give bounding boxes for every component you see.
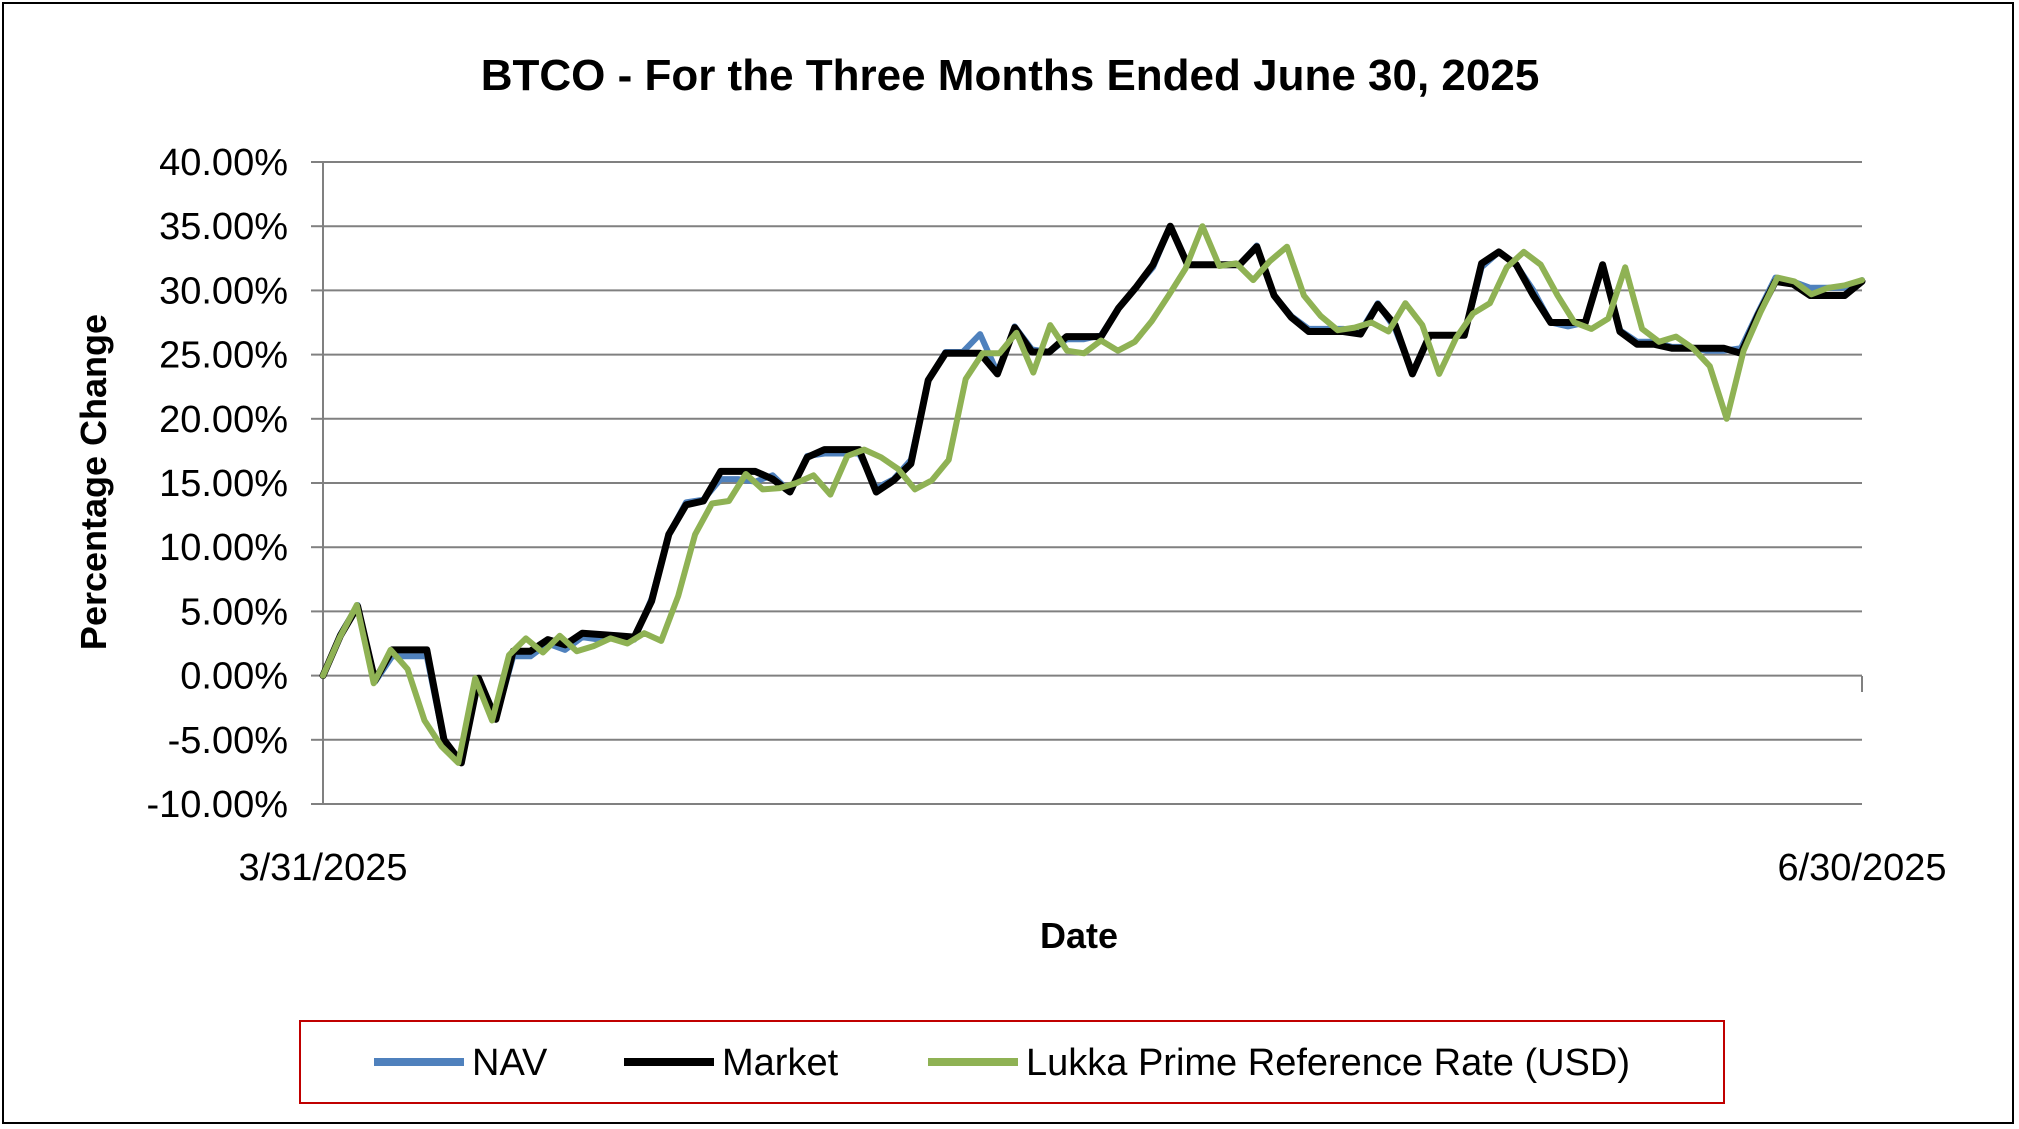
y-tick-label-2: 30.00% [159, 270, 288, 312]
series-line-lukka-prime-reference-rate-usd [320, 223, 1865, 766]
series-lines [319, 222, 1866, 767]
y-tick-label-9: -5.00% [168, 720, 288, 762]
legend: NAV Market Lukka Prime Reference Rate (U… [299, 1020, 1725, 1104]
y-tick-label-7: 5.00% [180, 591, 288, 633]
y-tick-label-10: -10.00% [146, 784, 288, 826]
y-tick-label-6: 10.00% [159, 527, 288, 569]
legend-label-market: Market [722, 1042, 839, 1084]
y-tick-label-0: 40.00% [159, 142, 288, 184]
y-tick-label-8: 0.00% [180, 656, 288, 698]
y-tick-label-5: 15.00% [159, 463, 288, 505]
y-axis-ticks: 40.00% 35.00% 30.00% 25.00% 20.00% 15.00% 10.0… [146, 142, 323, 826]
legend-label-lukka: Lukka Prime Reference Rate (USD) [1026, 1042, 1630, 1084]
grid-lines [323, 161, 1862, 805]
y-tick-label-4: 20.00% [159, 399, 288, 441]
x-axis-title: Date [1040, 915, 1118, 956]
y-tick-label-3: 25.00% [159, 335, 288, 377]
line-chart: BTCO - For the Three Months Ended June 3… [73, 51, 1947, 1104]
series-line-nav [320, 223, 1865, 766]
series-line-market [319, 222, 1866, 767]
x-tick-label-start: 3/31/2025 [238, 847, 407, 889]
y-tick-label-1: 35.00% [159, 206, 288, 248]
x-tick-label-end: 6/30/2025 [1777, 847, 1946, 889]
legend-label-nav: NAV [472, 1042, 548, 1084]
y-axis-title: Percentage Change [73, 314, 114, 650]
chart-title: BTCO - For the Three Months Ended June 3… [481, 51, 1540, 100]
